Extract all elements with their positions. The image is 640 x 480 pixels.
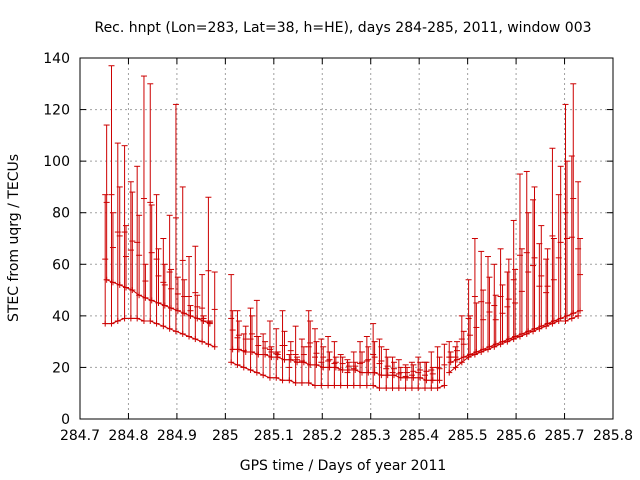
y-tick-label: 0 [61,412,70,428]
x-tick-label: 285.1 [254,428,294,444]
x-tick-label: 285.8 [593,428,633,444]
x-tick-label: 284.8 [108,428,148,444]
x-tick-label: 285 [212,428,239,444]
x-tick-label: 285.2 [302,428,342,444]
x-tick-label: 285.3 [351,428,391,444]
x-axis-ticks: 284.7 284.8 284.9 285 285.1 285.2 285.3 285.4 28… [60,58,633,444]
x-tick-label: 285.4 [399,428,439,444]
y-tick-label: 40 [52,309,70,325]
y-tick-label: 20 [52,360,70,376]
data-series [102,65,584,392]
series-line [231,361,445,389]
y-axis-ticks: 0 20 40 60 80 100 120 140 [43,51,613,428]
y-tick-label: 80 [52,206,70,222]
y-tick-label: 100 [43,154,70,170]
y-tick-label: 140 [43,51,70,67]
x-tick-label: 284.9 [157,428,197,444]
x-axis-title: GPS time / Days of year 2011 [240,458,447,474]
x-tick-label: 284.7 [60,428,100,444]
y-axis-title: STEC from uqrg / TECUs [6,154,22,322]
chart-title: Rec. hnpt (Lon=283, Lat=38, h=HE), days … [94,20,591,36]
series-line [105,317,215,348]
grid [80,58,613,419]
y-tick-label: 60 [52,257,70,273]
x-tick-label: 285.5 [448,428,488,444]
x-tick-label: 285.7 [544,428,584,444]
y-tick-label: 120 [43,103,70,119]
plot-frame [79,57,614,420]
x-tick-label: 285.6 [496,428,536,444]
